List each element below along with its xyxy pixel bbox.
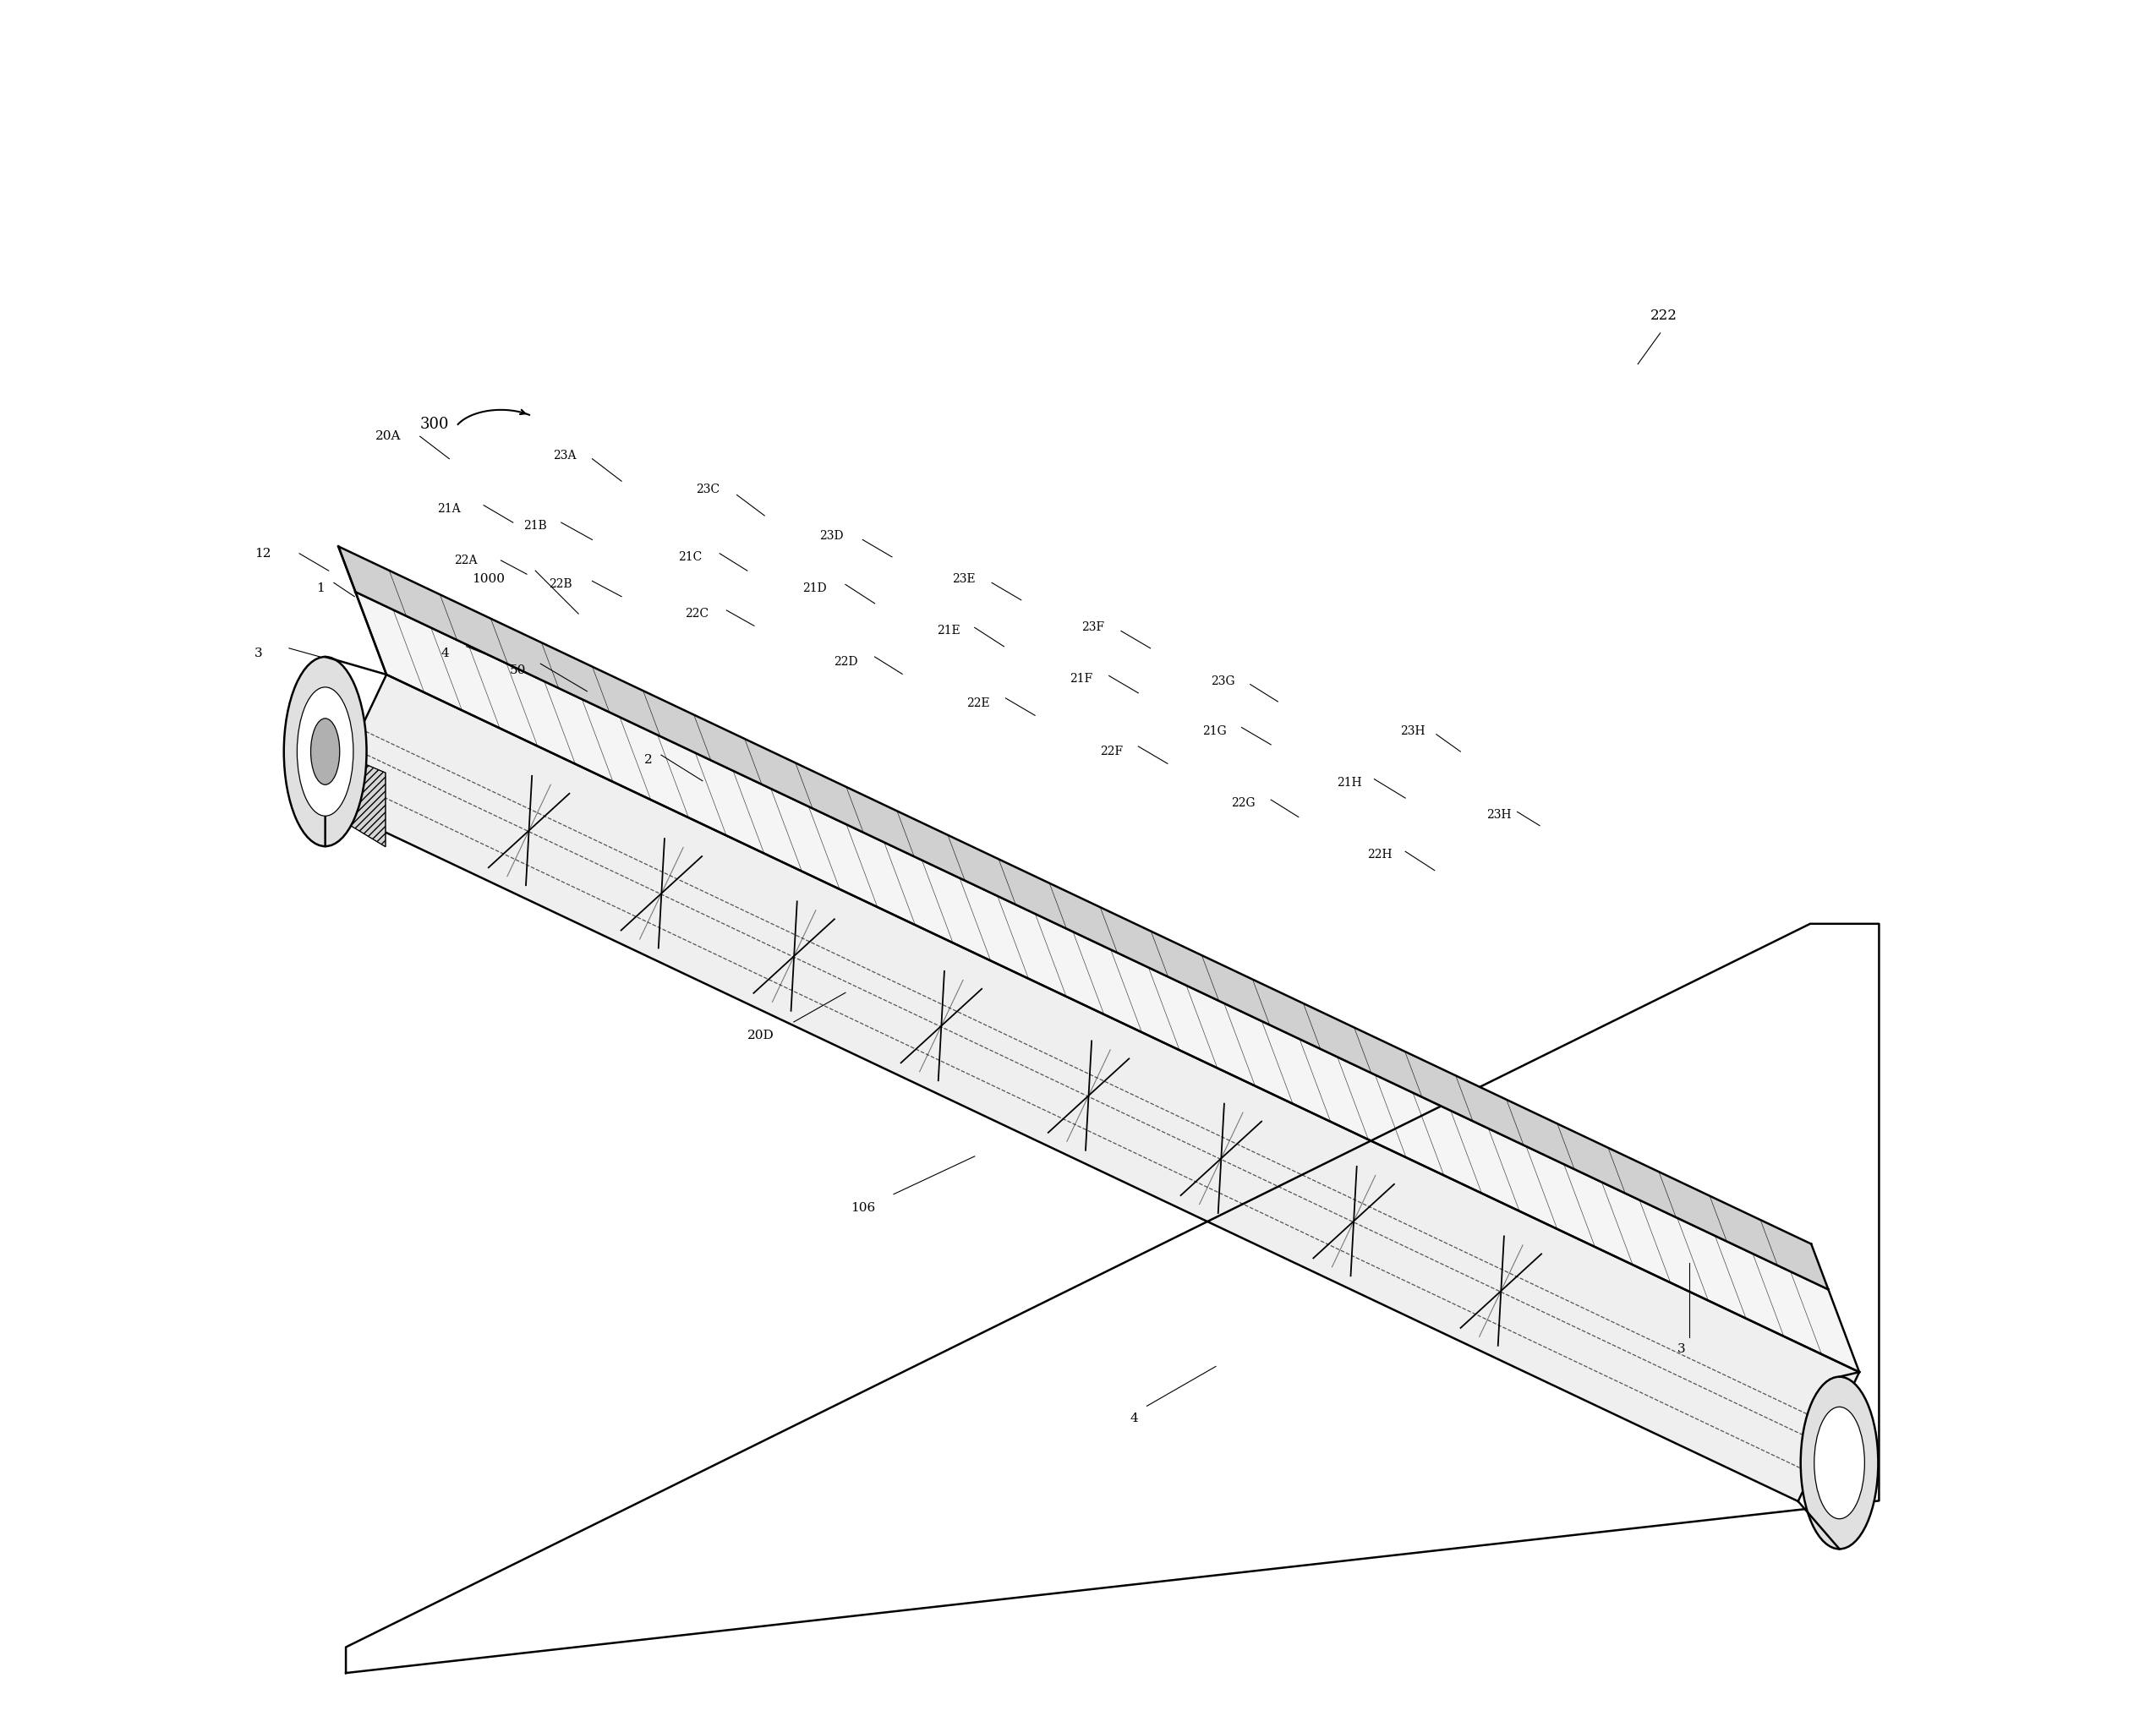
Text: 3: 3 [1677,1344,1686,1356]
Text: 21A: 21A [438,503,461,515]
Text: 23A: 23A [552,449,576,461]
Text: 22F: 22F [1100,746,1123,758]
Text: 1000: 1000 [472,573,505,585]
Text: 20A: 20A [375,430,401,442]
Text: 12: 12 [254,547,272,560]
Text: 3: 3 [254,648,263,660]
Text: 22C: 22C [686,608,709,620]
Text: 20D: 20D [748,1029,774,1041]
Text: 23F: 23F [1082,622,1104,634]
Ellipse shape [285,656,367,846]
Text: 23G: 23G [1212,675,1235,687]
Text: 23H: 23H [1485,810,1511,822]
Polygon shape [326,675,1858,1501]
Ellipse shape [1800,1376,1878,1549]
Text: 22B: 22B [550,579,573,591]
Polygon shape [328,748,386,846]
Text: 2: 2 [645,755,651,767]
Text: 1: 1 [317,582,326,594]
Text: 22G: 22G [1231,798,1255,810]
Text: 21F: 21F [1069,674,1093,686]
Text: 21H: 21H [1337,777,1360,789]
Text: 21D: 21D [802,582,826,594]
Text: 50: 50 [509,665,526,677]
Text: 21B: 21B [524,520,548,532]
Text: 22D: 22D [834,656,858,668]
Text: 4: 4 [1130,1413,1138,1425]
Text: 23H: 23H [1399,725,1425,737]
Ellipse shape [310,718,341,784]
Text: 22A: 22A [455,554,479,566]
Text: 300: 300 [420,416,448,432]
Text: 22E: 22E [966,698,990,710]
Text: 23E: 23E [953,573,977,585]
Ellipse shape [1813,1408,1865,1518]
Text: 23C: 23C [696,484,720,496]
Polygon shape [338,546,1828,1290]
Text: 23D: 23D [819,530,843,542]
Polygon shape [356,592,1858,1371]
Text: 106: 106 [852,1202,875,1214]
Text: 4: 4 [440,648,448,660]
Text: 21C: 21C [679,551,703,563]
Ellipse shape [298,687,354,815]
Text: 21G: 21G [1203,725,1227,737]
Text: 21E: 21E [936,625,959,637]
Text: 22H: 22H [1367,850,1393,860]
Polygon shape [338,546,386,675]
Text: 222: 222 [1649,309,1677,323]
